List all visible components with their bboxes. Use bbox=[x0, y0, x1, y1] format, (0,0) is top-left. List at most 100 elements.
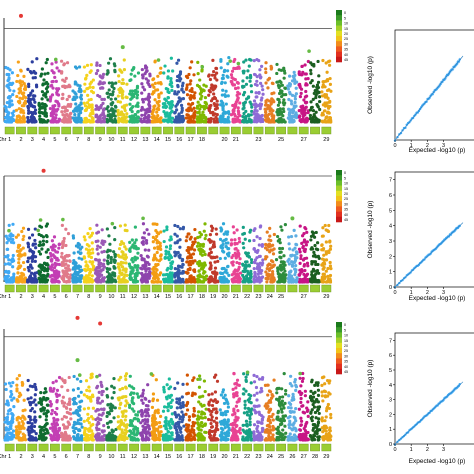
snp-point bbox=[299, 91, 303, 95]
snp-point bbox=[263, 246, 268, 250]
snp-point bbox=[316, 59, 320, 64]
snp-point bbox=[258, 106, 262, 111]
chromosome-tick-label: 25 bbox=[278, 294, 284, 300]
snp-point bbox=[50, 62, 54, 66]
snp-point bbox=[289, 99, 293, 103]
snp-point bbox=[221, 101, 225, 105]
snp-point bbox=[203, 236, 207, 241]
snp-point bbox=[315, 88, 319, 92]
snp-point bbox=[321, 248, 325, 252]
chromosome-tick-label: 24 bbox=[267, 294, 273, 300]
snp-point bbox=[167, 250, 171, 254]
snp-point bbox=[26, 280, 30, 284]
snp-point bbox=[15, 79, 19, 84]
snp-point bbox=[321, 272, 325, 276]
chromosome-bar-16 bbox=[174, 126, 185, 135]
snp-point bbox=[238, 277, 242, 281]
snp-point bbox=[23, 252, 27, 256]
snp-point bbox=[176, 58, 181, 62]
snp-point bbox=[130, 114, 134, 118]
snp-point bbox=[327, 120, 332, 124]
snp-point bbox=[189, 235, 193, 239]
legend-scale-label: 40 bbox=[344, 53, 348, 57]
snp-point bbox=[108, 115, 112, 120]
legend-scale-label: 20 bbox=[344, 32, 348, 36]
chromosome-15-points bbox=[161, 225, 175, 284]
snp-point bbox=[78, 437, 82, 442]
snp-point bbox=[83, 89, 87, 93]
snp-point bbox=[203, 252, 207, 257]
snp-point bbox=[20, 424, 24, 428]
snp-point bbox=[18, 96, 22, 100]
snp-point bbox=[235, 98, 239, 103]
snp-point bbox=[220, 93, 224, 97]
snp-point bbox=[283, 263, 287, 267]
snp-point bbox=[30, 233, 35, 237]
highlight-snp-1 bbox=[41, 168, 46, 173]
snp-point bbox=[211, 58, 215, 62]
snp-point bbox=[257, 243, 261, 247]
chromosome-tick-label: 8 bbox=[87, 137, 90, 143]
chromosome-tick-label: 17 bbox=[188, 294, 194, 300]
snp-point bbox=[90, 247, 95, 251]
snp-point bbox=[139, 108, 143, 112]
chromosome-26-points bbox=[286, 228, 299, 284]
snp-point bbox=[156, 106, 160, 110]
snp-point bbox=[7, 223, 11, 227]
snp-point bbox=[130, 109, 134, 114]
chromosome-tick-label: 9 bbox=[99, 137, 102, 143]
snp-point bbox=[198, 115, 202, 119]
snp-point bbox=[233, 57, 237, 62]
chromosome-bar-22 bbox=[242, 126, 253, 135]
snp-point bbox=[33, 382, 37, 387]
snp-point bbox=[165, 268, 169, 272]
snp-point bbox=[28, 276, 32, 280]
snp-point bbox=[97, 262, 101, 267]
snp-point bbox=[184, 74, 189, 78]
snp-point bbox=[33, 415, 37, 419]
snp-point bbox=[139, 254, 143, 258]
snp-point bbox=[10, 111, 15, 115]
snp-point bbox=[52, 421, 56, 426]
snp-point bbox=[76, 412, 80, 416]
snp-point bbox=[133, 74, 137, 78]
snp-point bbox=[305, 83, 309, 87]
y-tick-label: 7 bbox=[389, 178, 392, 184]
snp-point bbox=[252, 260, 256, 264]
chromosome-2-points bbox=[14, 60, 28, 124]
snp-point bbox=[14, 235, 18, 239]
snp-point bbox=[19, 83, 24, 87]
snp-point bbox=[151, 222, 155, 226]
snp-point bbox=[79, 97, 84, 101]
snp-point bbox=[61, 106, 65, 110]
snp-point bbox=[40, 67, 44, 71]
snp-point bbox=[291, 279, 295, 284]
snp-point bbox=[323, 101, 327, 105]
legend-color-swatch bbox=[336, 190, 342, 197]
snp-point bbox=[283, 86, 288, 90]
chromosome-bar-24 bbox=[264, 126, 275, 135]
snp-point bbox=[27, 236, 32, 240]
snp-point bbox=[122, 275, 126, 279]
snp-point bbox=[45, 240, 49, 244]
snp-point bbox=[182, 90, 186, 94]
snp-point bbox=[38, 425, 42, 429]
snp-point bbox=[226, 241, 230, 245]
snp-point bbox=[236, 119, 240, 123]
snp-point bbox=[304, 243, 308, 247]
snp-point bbox=[65, 410, 69, 415]
snp-point bbox=[203, 120, 207, 124]
snp-point bbox=[31, 400, 36, 404]
snp-point bbox=[128, 78, 132, 83]
snp-point bbox=[234, 275, 238, 279]
snp-point bbox=[9, 384, 13, 388]
snp-point bbox=[284, 92, 288, 97]
snp-point bbox=[10, 71, 14, 75]
snp-point bbox=[111, 120, 115, 124]
snp-point bbox=[40, 399, 44, 403]
snp-point bbox=[68, 397, 72, 401]
snp-point bbox=[246, 114, 251, 118]
snp-point bbox=[162, 118, 166, 122]
snp-point bbox=[188, 266, 192, 271]
snp-point bbox=[187, 72, 191, 77]
